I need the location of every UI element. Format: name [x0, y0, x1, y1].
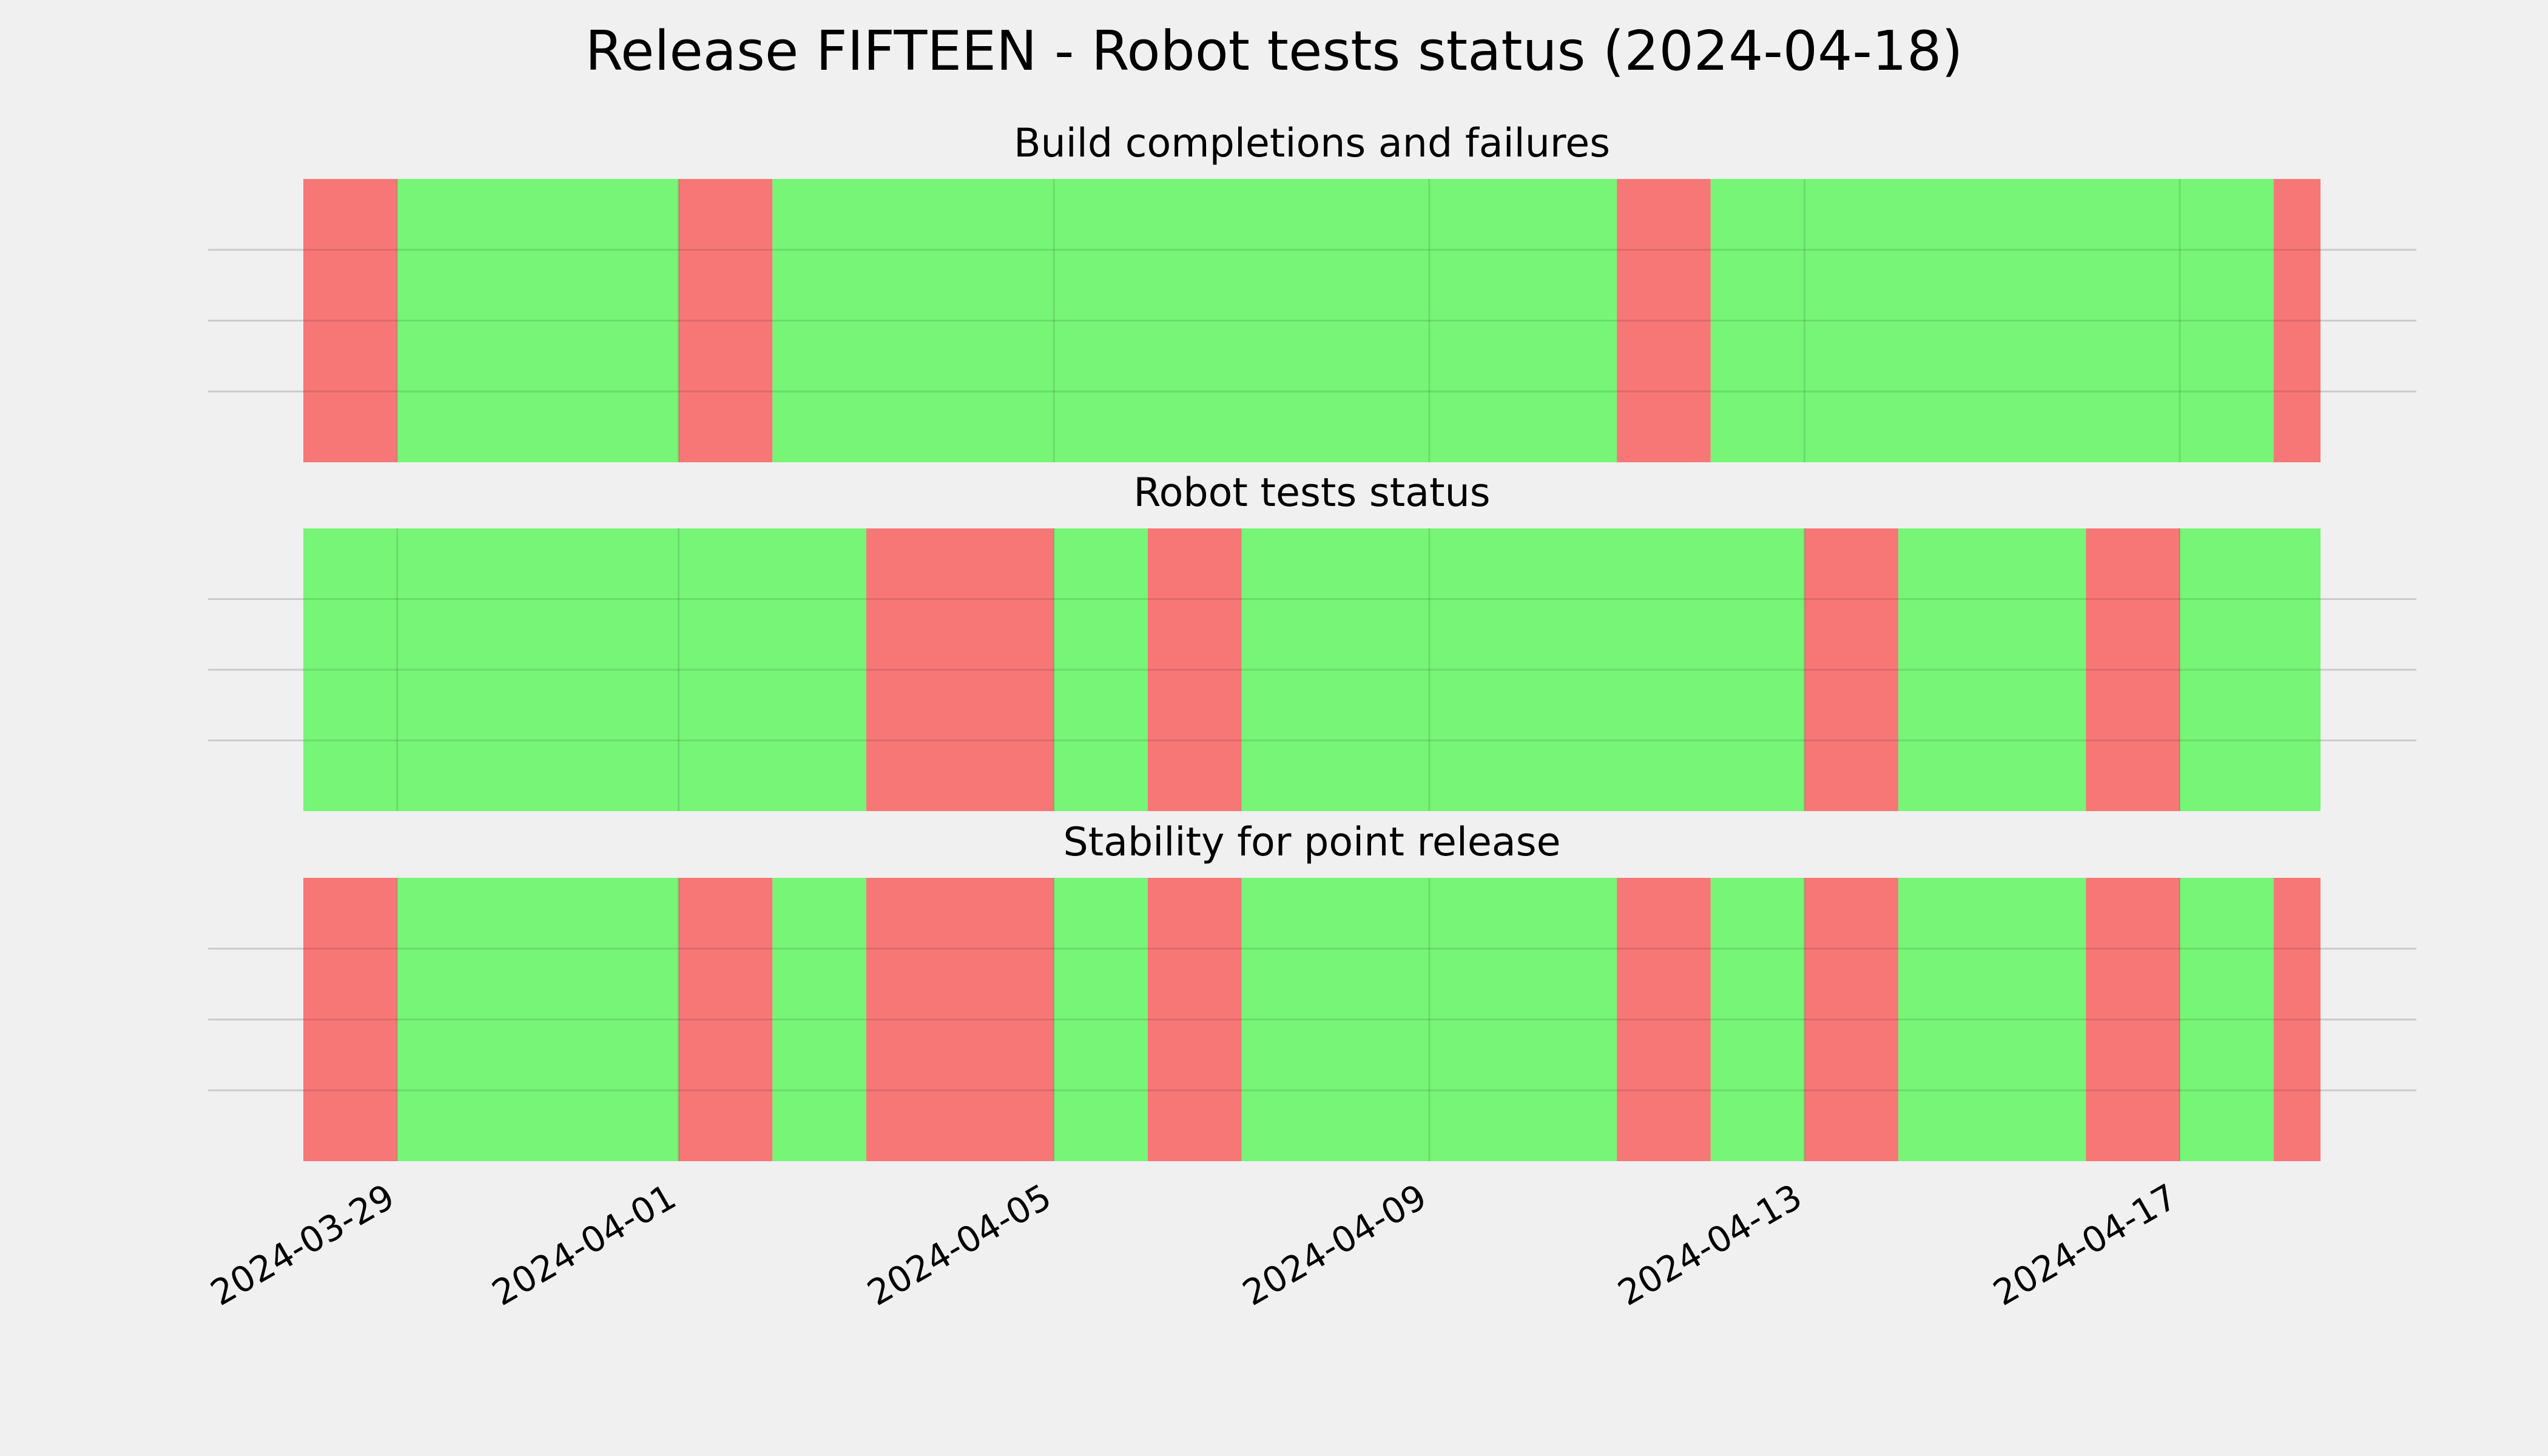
- status-segment-pass: [397, 878, 679, 1161]
- status-segment-pass: [1710, 878, 1805, 1161]
- status-segment-pass: [1054, 528, 1148, 811]
- status-segment-pass: [772, 878, 866, 1161]
- status-segment-pass: [772, 179, 1617, 462]
- status-segment-pass: [1898, 878, 2086, 1161]
- chart-panels: Build completions and failures Robot test…: [208, 121, 2416, 1161]
- figure-title: Release FIFTEEN - Robot tests status (20…: [585, 19, 1963, 83]
- panel-1: Build completions and failures: [208, 121, 2416, 462]
- status-segment-fail: [1147, 528, 1242, 811]
- status-segment-pass: [2180, 528, 2320, 811]
- status-segment-fail: [1617, 179, 1711, 462]
- status-segment-fail: [303, 179, 397, 462]
- status-segment-fail: [1804, 878, 1899, 1161]
- status-segment-fail: [2273, 878, 2320, 1161]
- status-segment-fail: [2273, 179, 2320, 462]
- status-segment-pass: [1054, 878, 1148, 1161]
- panel-3: Stability for point release: [208, 820, 2416, 1161]
- status-segment-pass: [1241, 528, 1805, 811]
- status-segment-pass: [1241, 878, 1617, 1161]
- status-segment-fail: [678, 179, 773, 462]
- status-segment-pass: [303, 528, 866, 811]
- panel-title: Build completions and failures: [1014, 121, 1610, 166]
- panel-title: Stability for point release: [1063, 820, 1560, 865]
- status-segment-pass: [2180, 878, 2274, 1161]
- status-segment-fail: [1617, 878, 1711, 1161]
- status-segment-fail: [1147, 878, 1242, 1161]
- status-segment-fail: [678, 878, 773, 1161]
- status-segment-fail: [303, 878, 397, 1161]
- status-segment-pass: [1710, 179, 2274, 462]
- status-segment-pass: [1898, 528, 2086, 811]
- status-segment-fail: [2086, 528, 2180, 811]
- status-segment-fail: [2086, 878, 2180, 1161]
- status-segment-fail: [866, 528, 1054, 811]
- status-segment-fail: [1804, 528, 1899, 811]
- panel-2: Robot tests status: [208, 470, 2416, 811]
- status-segment-fail: [866, 878, 1054, 1161]
- status-segment-pass: [397, 179, 679, 462]
- panel-title: Robot tests status: [1133, 470, 1490, 516]
